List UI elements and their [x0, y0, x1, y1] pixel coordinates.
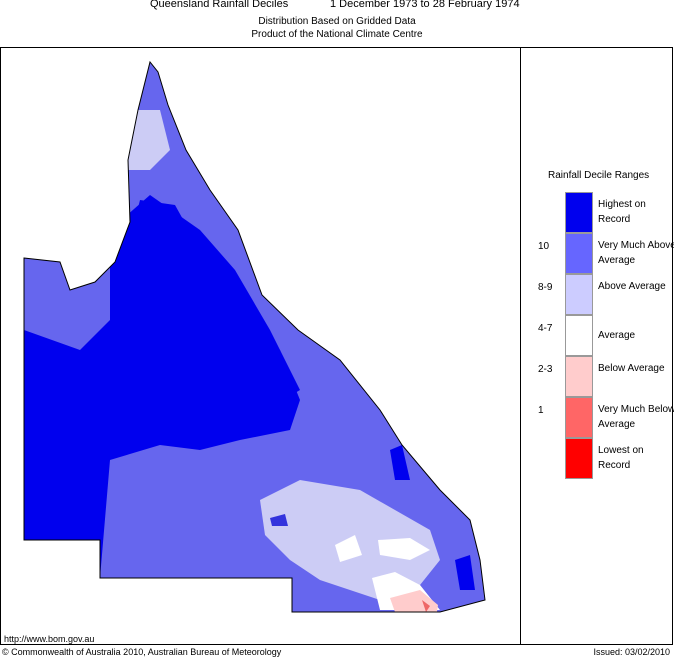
- map-title: Queensland Rainfall Deciles: [150, 0, 289, 10]
- legend-swatch: [565, 397, 593, 438]
- rainfall-field: [24, 62, 485, 612]
- legend-decile: 2-3: [538, 364, 553, 375]
- legend-label: Above Average: [598, 281, 666, 292]
- state-border: [23, 60, 486, 613]
- legend-label: Lowest on Record: [598, 445, 644, 471]
- subtitle: Distribution Based on Gridded Data: [258, 16, 416, 27]
- legend-swatch: [565, 356, 593, 397]
- legend-swatch: [565, 274, 593, 315]
- legend-decile: 4-7: [538, 323, 553, 334]
- legend-label: Highest on Record: [598, 199, 646, 225]
- issued: Issued: 03/02/2010: [593, 647, 670, 657]
- legend-swatch: [565, 233, 593, 274]
- legend-swatch: [565, 315, 593, 356]
- legend-label: Very Much Below Average: [598, 404, 674, 430]
- legend-label: Average: [598, 330, 636, 341]
- legend-swatch: [565, 438, 593, 479]
- url: http://www.bom.gov.au: [4, 634, 95, 644]
- legend-decile: 8-9: [538, 282, 553, 293]
- copyright: © Commonwealth of Australia 2010, Austra…: [2, 647, 282, 657]
- legend-decile: 1: [538, 405, 544, 416]
- legend-swatch: [565, 192, 593, 233]
- frame: [0, 47, 673, 645]
- legend-decile: 10: [538, 241, 550, 252]
- legend-title: Rainfall Decile Ranges: [548, 170, 650, 181]
- subtitle: Product of the National Climate Centre: [251, 29, 423, 40]
- legend-label: Very Much Above Average: [598, 240, 674, 266]
- legend-label: Below Average: [598, 363, 665, 374]
- map-period: 1 December 1973 to 28 February 1974: [330, 0, 520, 10]
